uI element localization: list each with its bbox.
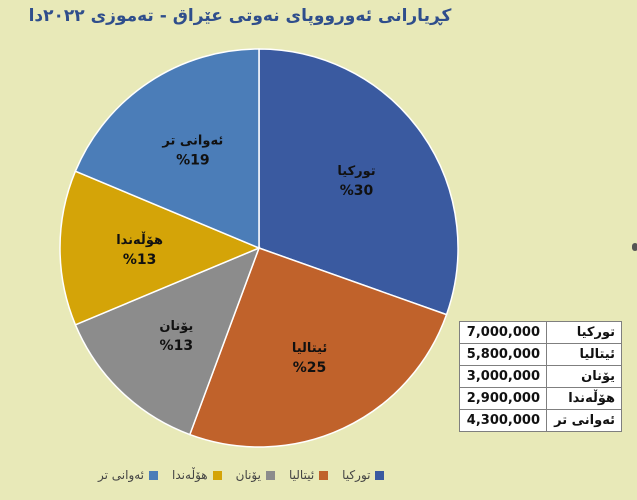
- legend-swatch: [265, 470, 275, 480]
- pie-slice: [74, 48, 260, 250]
- slice-percent-label: %13: [123, 252, 157, 268]
- legend-label: ئیتالیا: [288, 468, 315, 482]
- table-row: 2,900,000 هۆڵەندا: [459, 387, 622, 410]
- pie-slice: [258, 48, 459, 316]
- table-name-cell: یۆنان: [546, 365, 622, 388]
- table-value-cell: 7,000,000: [459, 321, 547, 344]
- legend-label: هۆڵەندا: [172, 468, 208, 482]
- table-row: 5,800,000 ئیتالیا: [459, 343, 622, 366]
- slice-category-label: هۆڵەندا: [116, 231, 163, 248]
- chart-title: کڕیارانی ئەورووپای نەوتی عێراق - تەموزی …: [28, 6, 452, 26]
- slice-percent-label: %30: [340, 183, 374, 199]
- legend-label: ئەوانی تر: [98, 468, 145, 482]
- table-value-cell: 5,800,000: [459, 343, 547, 366]
- pie-slice: [188, 247, 448, 448]
- legend-item: ئیتالیا: [288, 468, 329, 482]
- legend-label: تورکیا: [342, 468, 371, 482]
- slice-category-label: ئیتالیا: [292, 341, 327, 356]
- table-name-cell: ئیتالیا: [546, 343, 622, 366]
- slice-percent-label: %13: [160, 338, 194, 354]
- table-row: 4,300,000 ئەوانی تر: [459, 409, 622, 432]
- table-value-cell: 2,900,000: [459, 387, 547, 410]
- legend-swatch: [319, 470, 329, 480]
- legend-swatch: [149, 470, 159, 480]
- slice-percent-label: %19: [176, 153, 210, 169]
- table-row: 3,000,000 یۆنان: [459, 365, 622, 388]
- legend-item: ئەوانی تر: [98, 468, 159, 482]
- legend-swatch: [375, 470, 385, 480]
- slice-category-label: تورکیا: [337, 164, 375, 179]
- table-name-cell: ئەوانی تر: [546, 409, 622, 432]
- slice-category-label: یۆنان: [159, 319, 193, 334]
- legend-item: تورکیا: [342, 468, 385, 482]
- table-value-cell: 3,000,000: [459, 365, 547, 388]
- table-value-cell: 4,300,000: [459, 409, 547, 432]
- table-name-cell: هۆڵەندا: [546, 387, 622, 410]
- data-table: 7,000,000 تورکیا 5,800,000 ئیتالیا 3,000,000…: [459, 321, 622, 432]
- edge-handle: [632, 243, 637, 251]
- legend-label: یۆنان: [235, 468, 261, 482]
- legend-item: هۆڵەندا: [172, 468, 222, 482]
- slice-category-label: ئەوانی تر: [161, 134, 223, 149]
- legend-item: یۆنان: [236, 468, 275, 482]
- legend-swatch: [212, 470, 222, 480]
- table-row: 7,000,000 تورکیا: [459, 321, 622, 344]
- slice-percent-label: %25: [293, 360, 327, 376]
- table-name-cell: تورکیا: [546, 321, 622, 344]
- pie-slice: [74, 246, 261, 436]
- legend: تورکیا ئیتالیا یۆنان هۆڵەندا ئەوانی تر: [98, 468, 385, 482]
- pie-slice: [59, 170, 261, 326]
